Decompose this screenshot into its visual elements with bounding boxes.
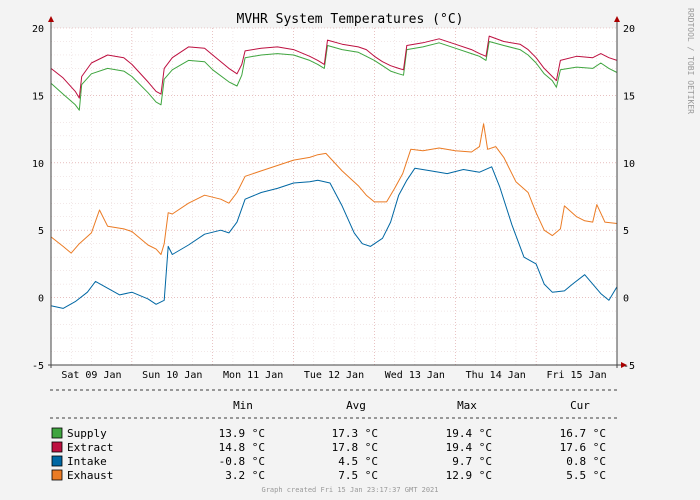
y-tick-label-right: 10 bbox=[623, 159, 635, 170]
series-line-intake bbox=[50, 166, 618, 309]
y-tick-label-right: 0 bbox=[623, 294, 629, 305]
y-axis-left-arrow bbox=[48, 16, 54, 22]
legend-value-max: 19.4 °C bbox=[446, 427, 492, 440]
legend-label-exhaust: Exhaust bbox=[67, 469, 113, 482]
x-tick-label: Fri 15 Jan bbox=[546, 370, 606, 381]
legend-label-extract: Extract bbox=[67, 441, 113, 454]
legend-header-avg: Avg bbox=[346, 399, 366, 412]
graph-created-footer: Graph created Fri 15 Jan 23:17:37 GMT 20… bbox=[261, 486, 438, 494]
legend-header-min: Min bbox=[233, 399, 253, 412]
legend-swatch-intake bbox=[51, 455, 63, 467]
y-tick-label-left: 5 bbox=[38, 226, 44, 237]
y-tick-label-right: 15 bbox=[623, 91, 635, 102]
legend-value-cur: 0.8 °C bbox=[566, 455, 606, 468]
legend-value-min: 14.8 °C bbox=[219, 441, 265, 454]
legend-value-avg: 17.8 °C bbox=[332, 441, 378, 454]
y-tick-label-left: -5 bbox=[32, 361, 44, 372]
x-tick-label: Sun 10 Jan bbox=[142, 370, 202, 381]
legend-value-avg: 17.3 °C bbox=[332, 427, 378, 440]
legend-value-cur: 5.5 °C bbox=[566, 469, 606, 482]
y-tick-label-right: 20 bbox=[623, 24, 635, 35]
legend-value-max: 12.9 °C bbox=[446, 469, 492, 482]
legend-value-cur: 17.6 °C bbox=[560, 441, 606, 454]
legend-label-supply: Supply bbox=[67, 427, 107, 440]
series-lines bbox=[50, 35, 618, 309]
x-tick-label: Tue 12 Jan bbox=[304, 370, 364, 381]
legend-value-min: 13.9 °C bbox=[219, 427, 265, 440]
chart-title: MVHR System Temperatures (°C) bbox=[237, 12, 464, 27]
x-axis-arrow bbox=[621, 362, 627, 368]
legend-value-avg: 4.5 °C bbox=[338, 455, 378, 468]
y-tick-label-left: 15 bbox=[32, 91, 44, 102]
legend-value-max: 19.4 °C bbox=[446, 441, 492, 454]
series-line-supply bbox=[50, 41, 618, 111]
legend-value-min: 3.2 °C bbox=[225, 469, 265, 482]
legend-swatch-extract bbox=[51, 441, 63, 453]
grid bbox=[51, 27, 617, 366]
y-tick-label-right: -5 bbox=[623, 361, 635, 372]
legend-value-cur: 16.7 °C bbox=[560, 427, 606, 440]
x-tick-label: Sat 09 Jan bbox=[61, 370, 121, 381]
legend-header-cur: Cur bbox=[570, 399, 590, 412]
x-tick-label: Mon 11 Jan bbox=[223, 370, 283, 381]
legend-value-avg: 7.5 °C bbox=[338, 469, 378, 482]
tick-labels: -5 -5 0 0 5 5 10 10 15 15 20 20 Sat 09 Jan Sun 10 Jan… bbox=[32, 24, 635, 381]
y-tick-label-left: 20 bbox=[32, 24, 44, 35]
axes bbox=[48, 16, 627, 368]
x-tick-label: Wed 13 Jan bbox=[385, 370, 445, 381]
legend-value-max: 9.7 °C bbox=[452, 455, 492, 468]
legend-swatch-supply bbox=[51, 427, 63, 439]
legend-value-min: -0.8 °C bbox=[219, 455, 265, 468]
y-tick-label-left: 0 bbox=[38, 294, 44, 305]
series-line-exhaust bbox=[50, 123, 618, 255]
series-line-extract bbox=[50, 35, 618, 99]
y-tick-label-left: 10 bbox=[32, 159, 44, 170]
x-tick-label: Thu 14 Jan bbox=[466, 370, 526, 381]
legend-label-intake: Intake bbox=[67, 455, 107, 468]
legend-swatch-exhaust bbox=[51, 469, 63, 481]
y-tick-label-right: 5 bbox=[623, 226, 629, 237]
legend-header-max: Max bbox=[457, 399, 477, 412]
y-axis-right-arrow bbox=[614, 16, 620, 22]
rrdtool-watermark: RRDTOOL / TOBI OETIKER bbox=[686, 8, 695, 114]
